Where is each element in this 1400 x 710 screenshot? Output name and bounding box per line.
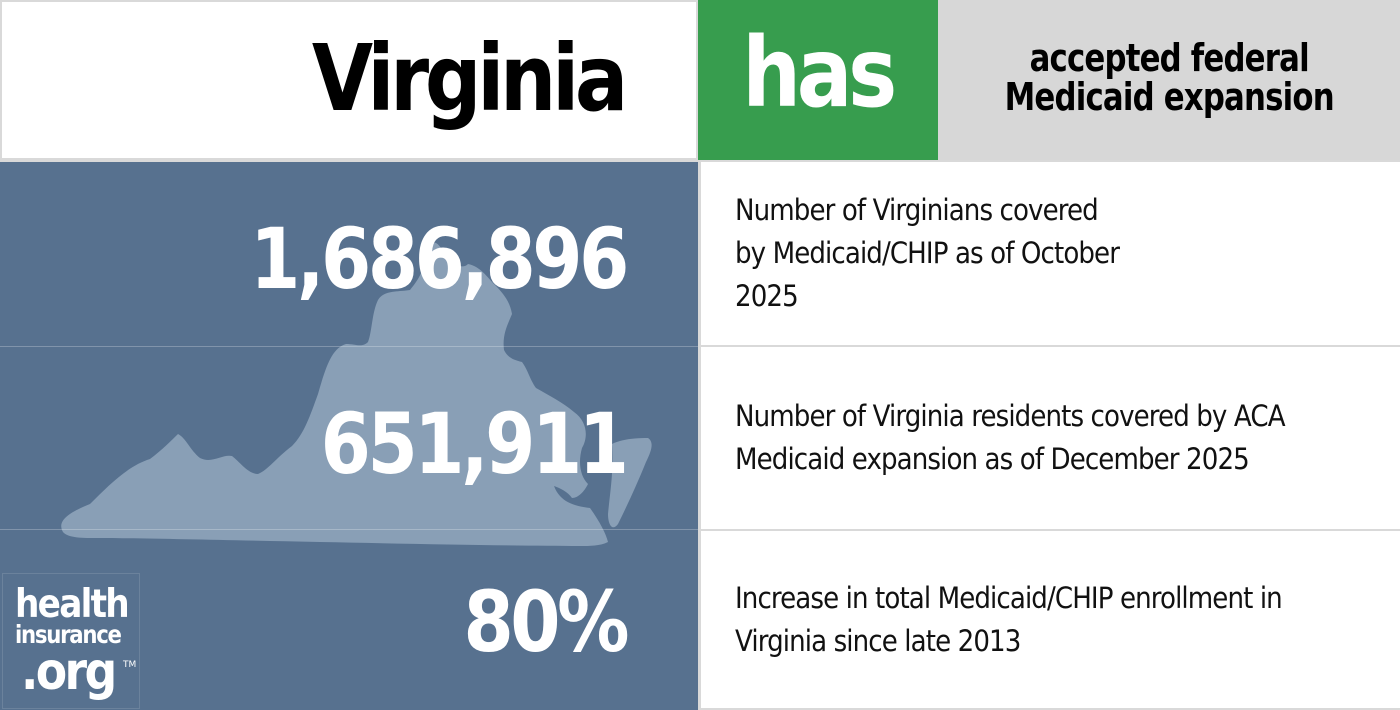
expansion-status-description: accepted federal Medicaid expansion: [938, 0, 1400, 160]
status-word: has: [742, 17, 898, 129]
stat-value-expansion-enrollment: 651,911: [321, 395, 629, 493]
logo-line-insurance: insurance: [15, 620, 122, 649]
status-description-line2: Medicaid expansion: [1004, 75, 1334, 119]
row-divider: [0, 529, 698, 530]
stat-row-expansion-enrollment: Number of Virginia residents covered by …: [701, 347, 1400, 529]
state-name-cell: Virginia: [2, 2, 696, 158]
stat-row-enrollment-increase: Increase in total Medicaid/CHIP enrollme…: [701, 531, 1400, 708]
row-divider: [0, 346, 698, 347]
stats-panel: 1,686,896 651,911 80% health insurance .…: [0, 162, 698, 710]
status-description-line1: accepted federal: [1029, 36, 1309, 80]
logo-trademark: TM: [123, 660, 137, 670]
stat-value-medicaid-chip-enrollment: 1,686,896: [250, 210, 629, 308]
stat-label: Increase in total Medicaid/CHIP enrollme…: [735, 580, 1283, 658]
stat-row-medicaid-chip-enrollment: Number of Virginians covered by Medicaid…: [701, 162, 1400, 345]
stat-label: Number of Virginia residents covered by …: [735, 399, 1286, 476]
healthinsurance-org-logo: health insurance .org TM: [2, 573, 140, 709]
virginia-map-icon: [61, 242, 652, 546]
expansion-status-badge: has: [698, 0, 938, 160]
stat-value-enrollment-increase: 80%: [463, 573, 629, 671]
state-name: Virginia: [311, 24, 628, 132]
logo-line-org: .org: [21, 642, 117, 702]
stat-label: Number of Virginians covered by Medicaid…: [735, 193, 1120, 313]
logo-line-health: health: [15, 582, 130, 627]
